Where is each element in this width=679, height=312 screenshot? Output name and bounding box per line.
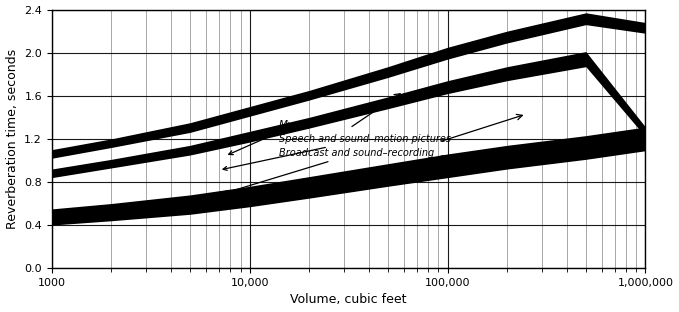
Text: Speech and sound–motion pictures: Speech and sound–motion pictures [223, 134, 451, 170]
Text: Broadcast and sound–recording: Broadcast and sound–recording [223, 148, 434, 194]
X-axis label: Volume, cubic feet: Volume, cubic feet [291, 294, 407, 306]
Text: Music,: Music, [229, 120, 312, 155]
Y-axis label: Reverberation time, seconds: Reverberation time, seconds [5, 49, 18, 229]
